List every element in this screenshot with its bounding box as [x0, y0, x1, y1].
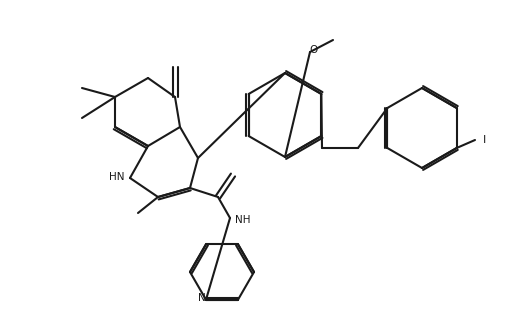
Text: O: O — [310, 45, 318, 55]
Text: N: N — [198, 293, 206, 303]
Text: I: I — [483, 135, 486, 145]
Text: HN: HN — [110, 172, 125, 182]
Text: NH: NH — [235, 215, 251, 225]
